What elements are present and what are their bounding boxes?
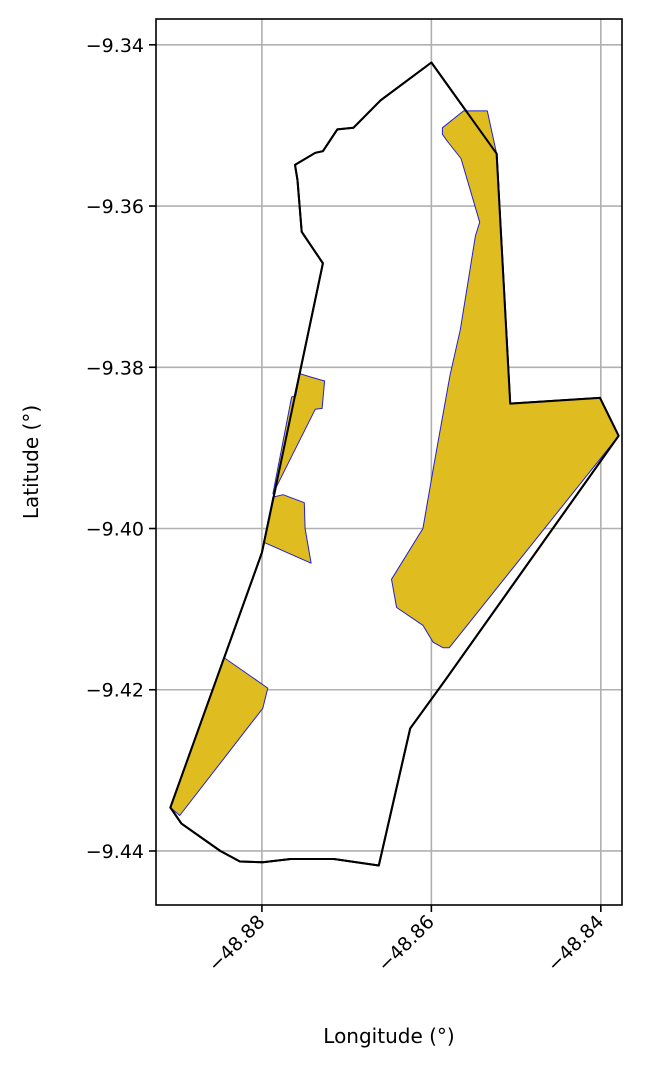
boundary-outline-top (169, 61, 620, 867)
y-tick-label-1: −9.36 (86, 196, 144, 218)
y-tick-label-5: −9.44 (86, 841, 144, 863)
map-shapes (169, 61, 620, 867)
filled-area-east (391, 110, 620, 649)
x-tick-label-2: −48.84 (543, 911, 608, 976)
x-tick-label-0: −48.88 (204, 911, 269, 976)
y-axis-label: Latitude (°) (19, 405, 43, 519)
plot-frame (155, 18, 623, 906)
x-tick-label-1: −48.86 (374, 911, 439, 976)
filled-area-middle-lower (263, 494, 312, 564)
y-tick-label-2: −9.38 (86, 357, 144, 379)
filled-area-middle-upper (272, 373, 326, 495)
y-tick-label-3: −9.40 (86, 519, 144, 541)
x-axis-label: Longitude (°) (323, 1024, 454, 1048)
filled-area-southwest (169, 657, 269, 816)
y-tick-label-4: −9.42 (86, 680, 144, 702)
y-tick-label-0: −9.34 (86, 35, 144, 57)
